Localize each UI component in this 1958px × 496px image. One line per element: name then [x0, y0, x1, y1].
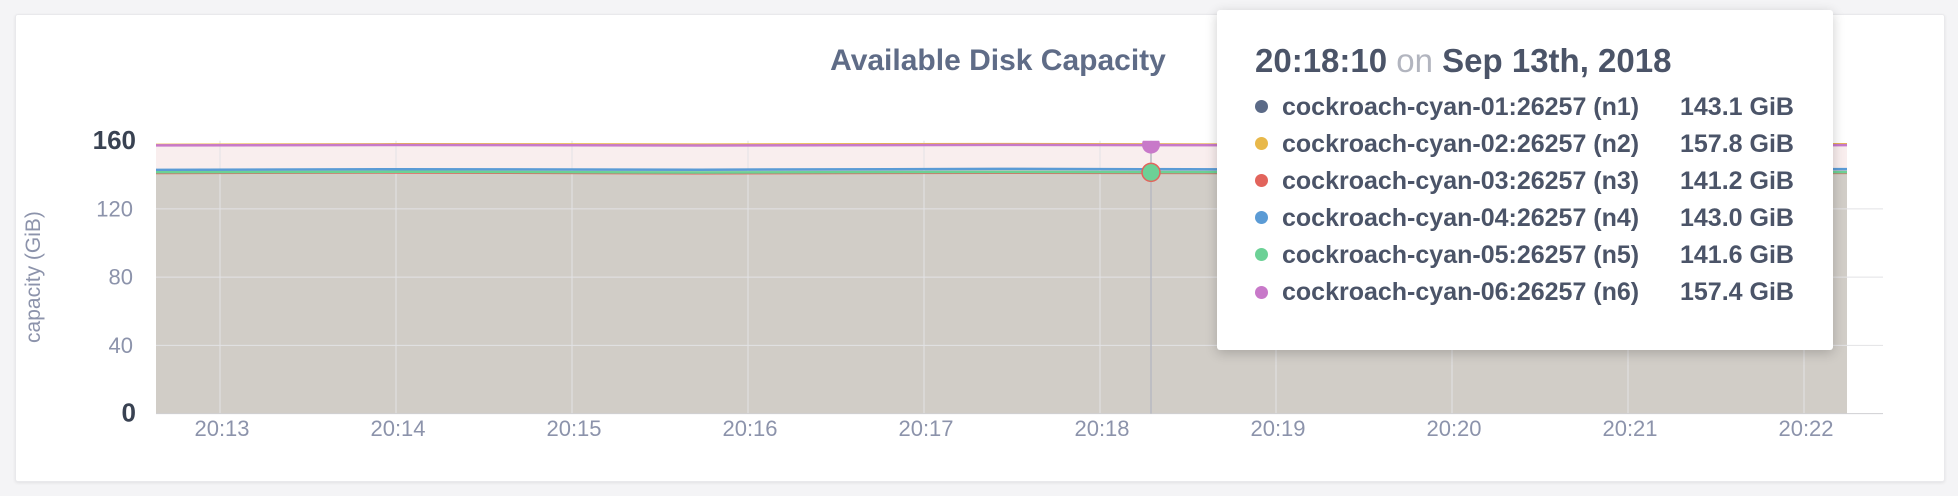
svg-text:20:17: 20:17: [898, 416, 953, 441]
svg-text:20:13: 20:13: [194, 416, 249, 441]
svg-text:20:22: 20:22: [1778, 416, 1833, 441]
svg-text:120: 120: [96, 197, 133, 222]
svg-text:80: 80: [109, 265, 133, 290]
svg-text:20:21: 20:21: [1602, 416, 1657, 441]
svg-text:20:15: 20:15: [546, 416, 601, 441]
svg-text:40: 40: [109, 333, 133, 358]
svg-text:160: 160: [93, 125, 136, 155]
svg-text:capacity (GiB): capacity (GiB): [22, 211, 45, 343]
svg-text:0: 0: [122, 398, 136, 428]
svg-text:20:14: 20:14: [370, 416, 425, 441]
svg-text:20:18: 20:18: [1074, 416, 1129, 441]
svg-text:20:16: 20:16: [722, 416, 777, 441]
svg-text:20:19: 20:19: [1250, 416, 1305, 441]
svg-text:20:20: 20:20: [1426, 416, 1481, 441]
